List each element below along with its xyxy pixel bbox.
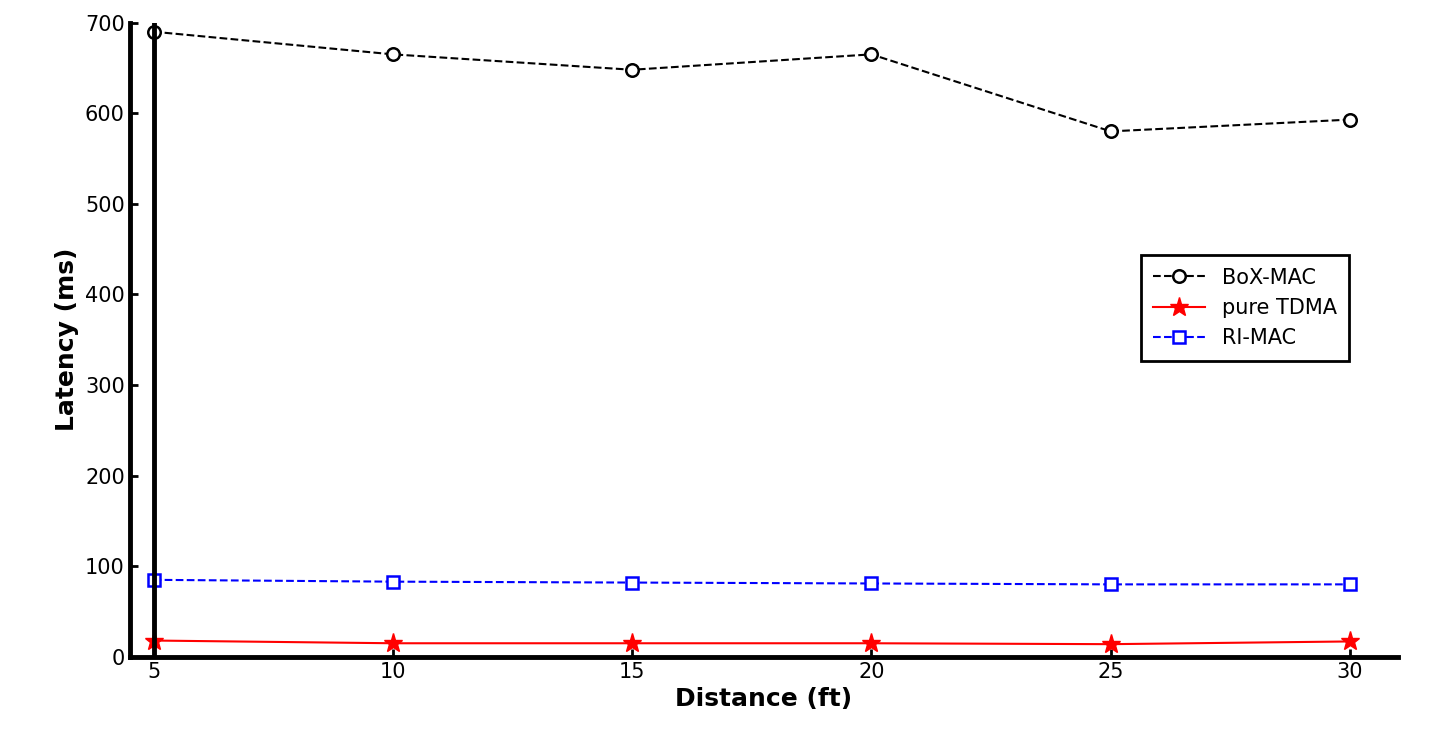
RI-MAC xyxy=(1342,580,1359,589)
pure TDMA xyxy=(146,636,163,645)
RI-MAC xyxy=(385,577,402,586)
Line: BoX-MAC: BoX-MAC xyxy=(147,26,1356,137)
BoX-MAC xyxy=(385,50,402,59)
BoX-MAC xyxy=(146,27,163,36)
Y-axis label: Latency (ms): Latency (ms) xyxy=(55,248,79,431)
pure TDMA xyxy=(1102,639,1120,649)
Line: RI-MAC: RI-MAC xyxy=(148,575,1356,590)
BoX-MAC xyxy=(863,50,880,59)
BoX-MAC xyxy=(1342,115,1359,124)
RI-MAC xyxy=(624,578,641,587)
pure TDMA xyxy=(385,639,402,648)
RI-MAC xyxy=(863,579,880,588)
RI-MAC xyxy=(1102,580,1120,589)
Line: pure TDMA: pure TDMA xyxy=(144,631,1360,654)
BoX-MAC xyxy=(1102,127,1120,136)
pure TDMA xyxy=(863,639,880,648)
RI-MAC xyxy=(146,575,163,584)
Legend: BoX-MAC, pure TDMA, RI-MAC: BoX-MAC, pure TDMA, RI-MAC xyxy=(1141,255,1349,361)
pure TDMA xyxy=(1342,637,1359,646)
X-axis label: Distance (ft): Distance (ft) xyxy=(676,687,852,711)
BoX-MAC xyxy=(624,65,641,74)
pure TDMA xyxy=(624,639,641,648)
